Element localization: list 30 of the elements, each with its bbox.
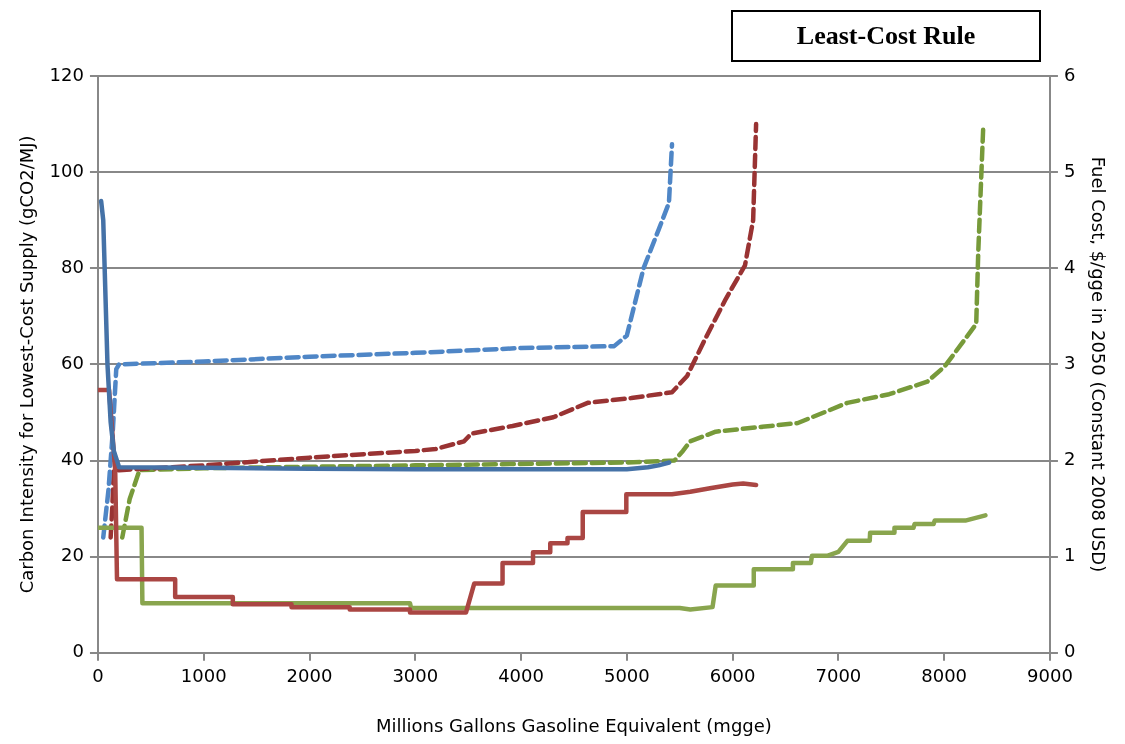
- y-tick-label: 40: [61, 448, 84, 470]
- line-series: [108, 121, 759, 540]
- y2-tick-label: 2: [1063, 448, 1076, 470]
- y-tick-label: 80: [61, 255, 84, 277]
- x-axis-title: Millions Gallons Gasoline Equivalent (mgge): [376, 714, 772, 736]
- y-tick-label: 60: [61, 352, 84, 374]
- y2-axis-title: Fuel Cost, $/gge in 2050 (Constant 2008 USD): [1087, 156, 1109, 573]
- x-tick-label: 7000: [815, 665, 862, 687]
- y-tick-label: 0: [72, 640, 84, 662]
- y-tick-label: 120: [49, 63, 84, 85]
- x-tick-label: 4000: [498, 665, 544, 687]
- y-tick-label: 100: [49, 159, 84, 181]
- y2-tick-label: 3: [1063, 352, 1076, 374]
- y2-tick-label: 6: [1063, 63, 1076, 85]
- x-tick-label: 0: [92, 665, 104, 687]
- x-tick-label: 6000: [709, 665, 756, 687]
- chart-title: Least-Cost Rule: [731, 10, 1041, 62]
- y-tick-label: 20: [61, 544, 84, 566]
- x-tick-label: 2000: [286, 665, 333, 687]
- x-tick-label: 3000: [392, 665, 439, 687]
- x-tick-label: 8000: [921, 665, 968, 687]
- line-series: [101, 142, 675, 540]
- x-tick-label: 5000: [603, 665, 650, 687]
- y2-tick-label: 0: [1063, 640, 1076, 662]
- x-tick-label: 9000: [1027, 665, 1073, 687]
- y2-tick-label: 1: [1063, 544, 1076, 566]
- y-axis-title: Carbon Intensity for Lowest-Cost Supply (gCO2/MJ): [16, 135, 38, 594]
- x-tick-label: 1000: [180, 665, 227, 687]
- y2-tick-label: 5: [1063, 159, 1076, 181]
- y2-tick-label: 4: [1063, 255, 1076, 277]
